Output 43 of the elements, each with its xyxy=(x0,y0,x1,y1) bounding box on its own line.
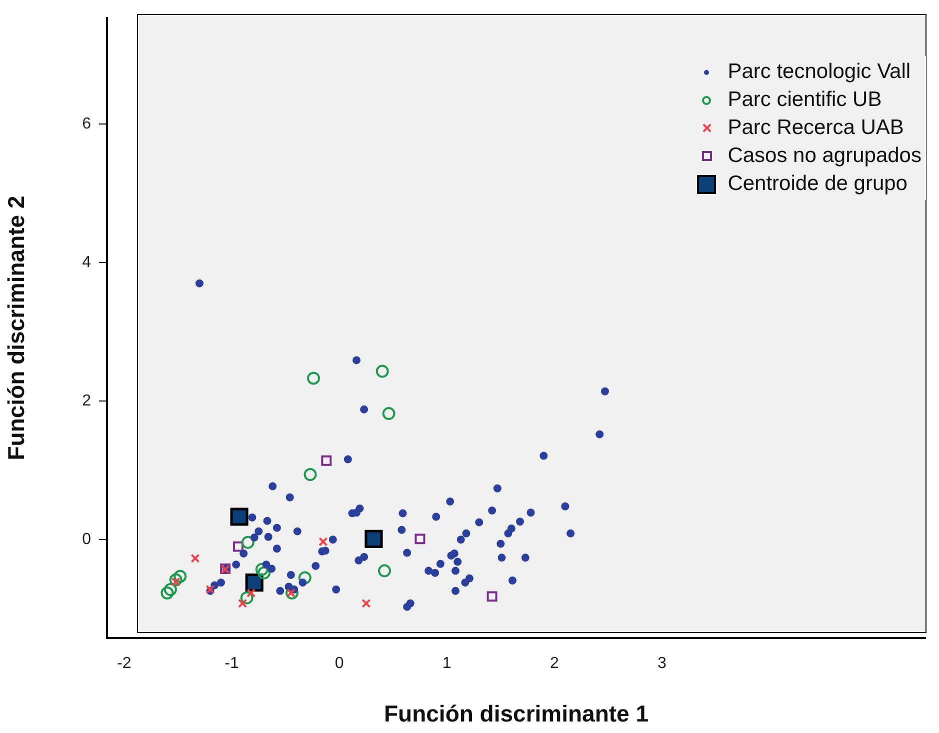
point xyxy=(321,455,332,466)
y-tick-label: 2 xyxy=(82,392,92,410)
legend-label: Parc tecnologic Vall xyxy=(728,59,911,85)
point xyxy=(190,554,200,563)
point xyxy=(304,468,317,482)
x-tick-label: 1 xyxy=(442,655,452,672)
y-tick-label: 6 xyxy=(82,115,92,132)
x-axis-title: Función discriminante 1 xyxy=(384,700,649,727)
point xyxy=(486,591,498,602)
point xyxy=(307,372,320,385)
point xyxy=(298,571,312,584)
y-tick-label: 0 xyxy=(82,531,92,548)
point xyxy=(230,508,248,526)
point xyxy=(232,541,244,552)
point xyxy=(364,530,383,548)
legend-label: Casos no agrupados xyxy=(728,143,922,169)
point xyxy=(286,588,296,598)
y-axis-title: Función discriminante 2 xyxy=(3,196,30,460)
legend-label: Centroide de grupo xyxy=(728,171,908,197)
point xyxy=(376,364,389,378)
point xyxy=(169,573,182,586)
legend-label: Parc Recerca UAB xyxy=(728,115,904,141)
point xyxy=(241,536,254,549)
x-tick-label: 2 xyxy=(550,655,559,672)
point xyxy=(174,570,187,583)
point xyxy=(362,598,371,608)
point xyxy=(378,564,391,578)
x-tick-label: -1 xyxy=(224,655,239,672)
point xyxy=(240,591,254,604)
x-tick-label: -2 xyxy=(117,655,132,672)
point xyxy=(164,583,177,596)
y-tick-label: 4 xyxy=(82,254,92,271)
point xyxy=(255,562,268,576)
point xyxy=(160,586,174,600)
point xyxy=(382,407,396,420)
x-tick-label: 3 xyxy=(658,655,667,672)
legend-label: Parc cientific UB xyxy=(728,87,882,113)
point xyxy=(245,574,264,592)
point xyxy=(414,534,426,544)
point xyxy=(238,598,248,608)
point xyxy=(318,537,328,546)
x-tick-label: 0 xyxy=(334,655,344,672)
point xyxy=(258,566,271,580)
